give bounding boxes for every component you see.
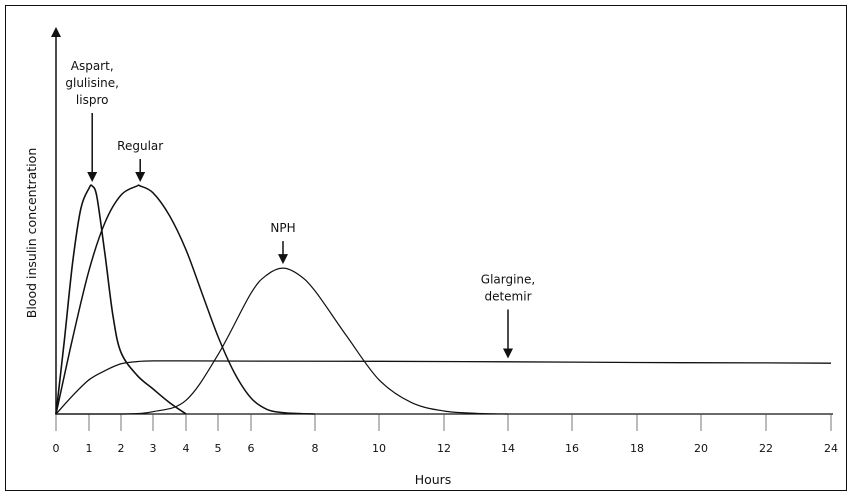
- x-tick-label: 10: [372, 442, 386, 455]
- x-tick-label: 6: [248, 442, 255, 455]
- x-tick-label: 20: [694, 442, 708, 455]
- x-tick-label: 18: [630, 442, 644, 455]
- annotations: Aspart, glulisine, lispro Regular NPH Glargin…: [65, 59, 535, 359]
- x-tick-label: 4: [183, 442, 190, 455]
- y-axis-title: Blood insulin concentration: [24, 148, 39, 319]
- x-tick-label: 24: [824, 442, 838, 455]
- x-tick-label: 12: [437, 442, 451, 455]
- rapid-acting-curve: [55, 184, 187, 415]
- x-tick-label: 22: [759, 442, 773, 455]
- annotation-label: Glargine,: [481, 272, 535, 286]
- x-tick-label: 2: [118, 442, 125, 455]
- x-axis-title: Hours: [415, 472, 452, 487]
- annotation-label: detemir: [484, 289, 531, 303]
- x-ticks: 0 1 2 3 4 5 6 8 10 12 14 16 18 20 22 24: [53, 414, 838, 455]
- x-tick-label: 1: [86, 442, 93, 455]
- x-tick-label: 3: [150, 442, 157, 455]
- annotation-label: Aspart,: [71, 59, 114, 73]
- annotation-label: glulisine,: [65, 76, 119, 90]
- chart-frame: [5, 5, 847, 491]
- regular-curve: [55, 184, 316, 415]
- x-tick-label: 0: [53, 442, 60, 455]
- axes: [51, 27, 833, 415]
- curves: [55, 184, 832, 415]
- x-tick-label: 8: [312, 442, 319, 455]
- nph-curve: [55, 267, 509, 415]
- x-tick-label: 14: [501, 442, 515, 455]
- glargine-detemir-curve: [55, 360, 832, 415]
- annotation-label: NPH: [270, 221, 295, 235]
- x-tick-label: 5: [215, 442, 222, 455]
- x-tick-label: 16: [565, 442, 579, 455]
- annotation-label: lispro: [76, 93, 109, 107]
- annotation-label: Regular: [117, 139, 163, 153]
